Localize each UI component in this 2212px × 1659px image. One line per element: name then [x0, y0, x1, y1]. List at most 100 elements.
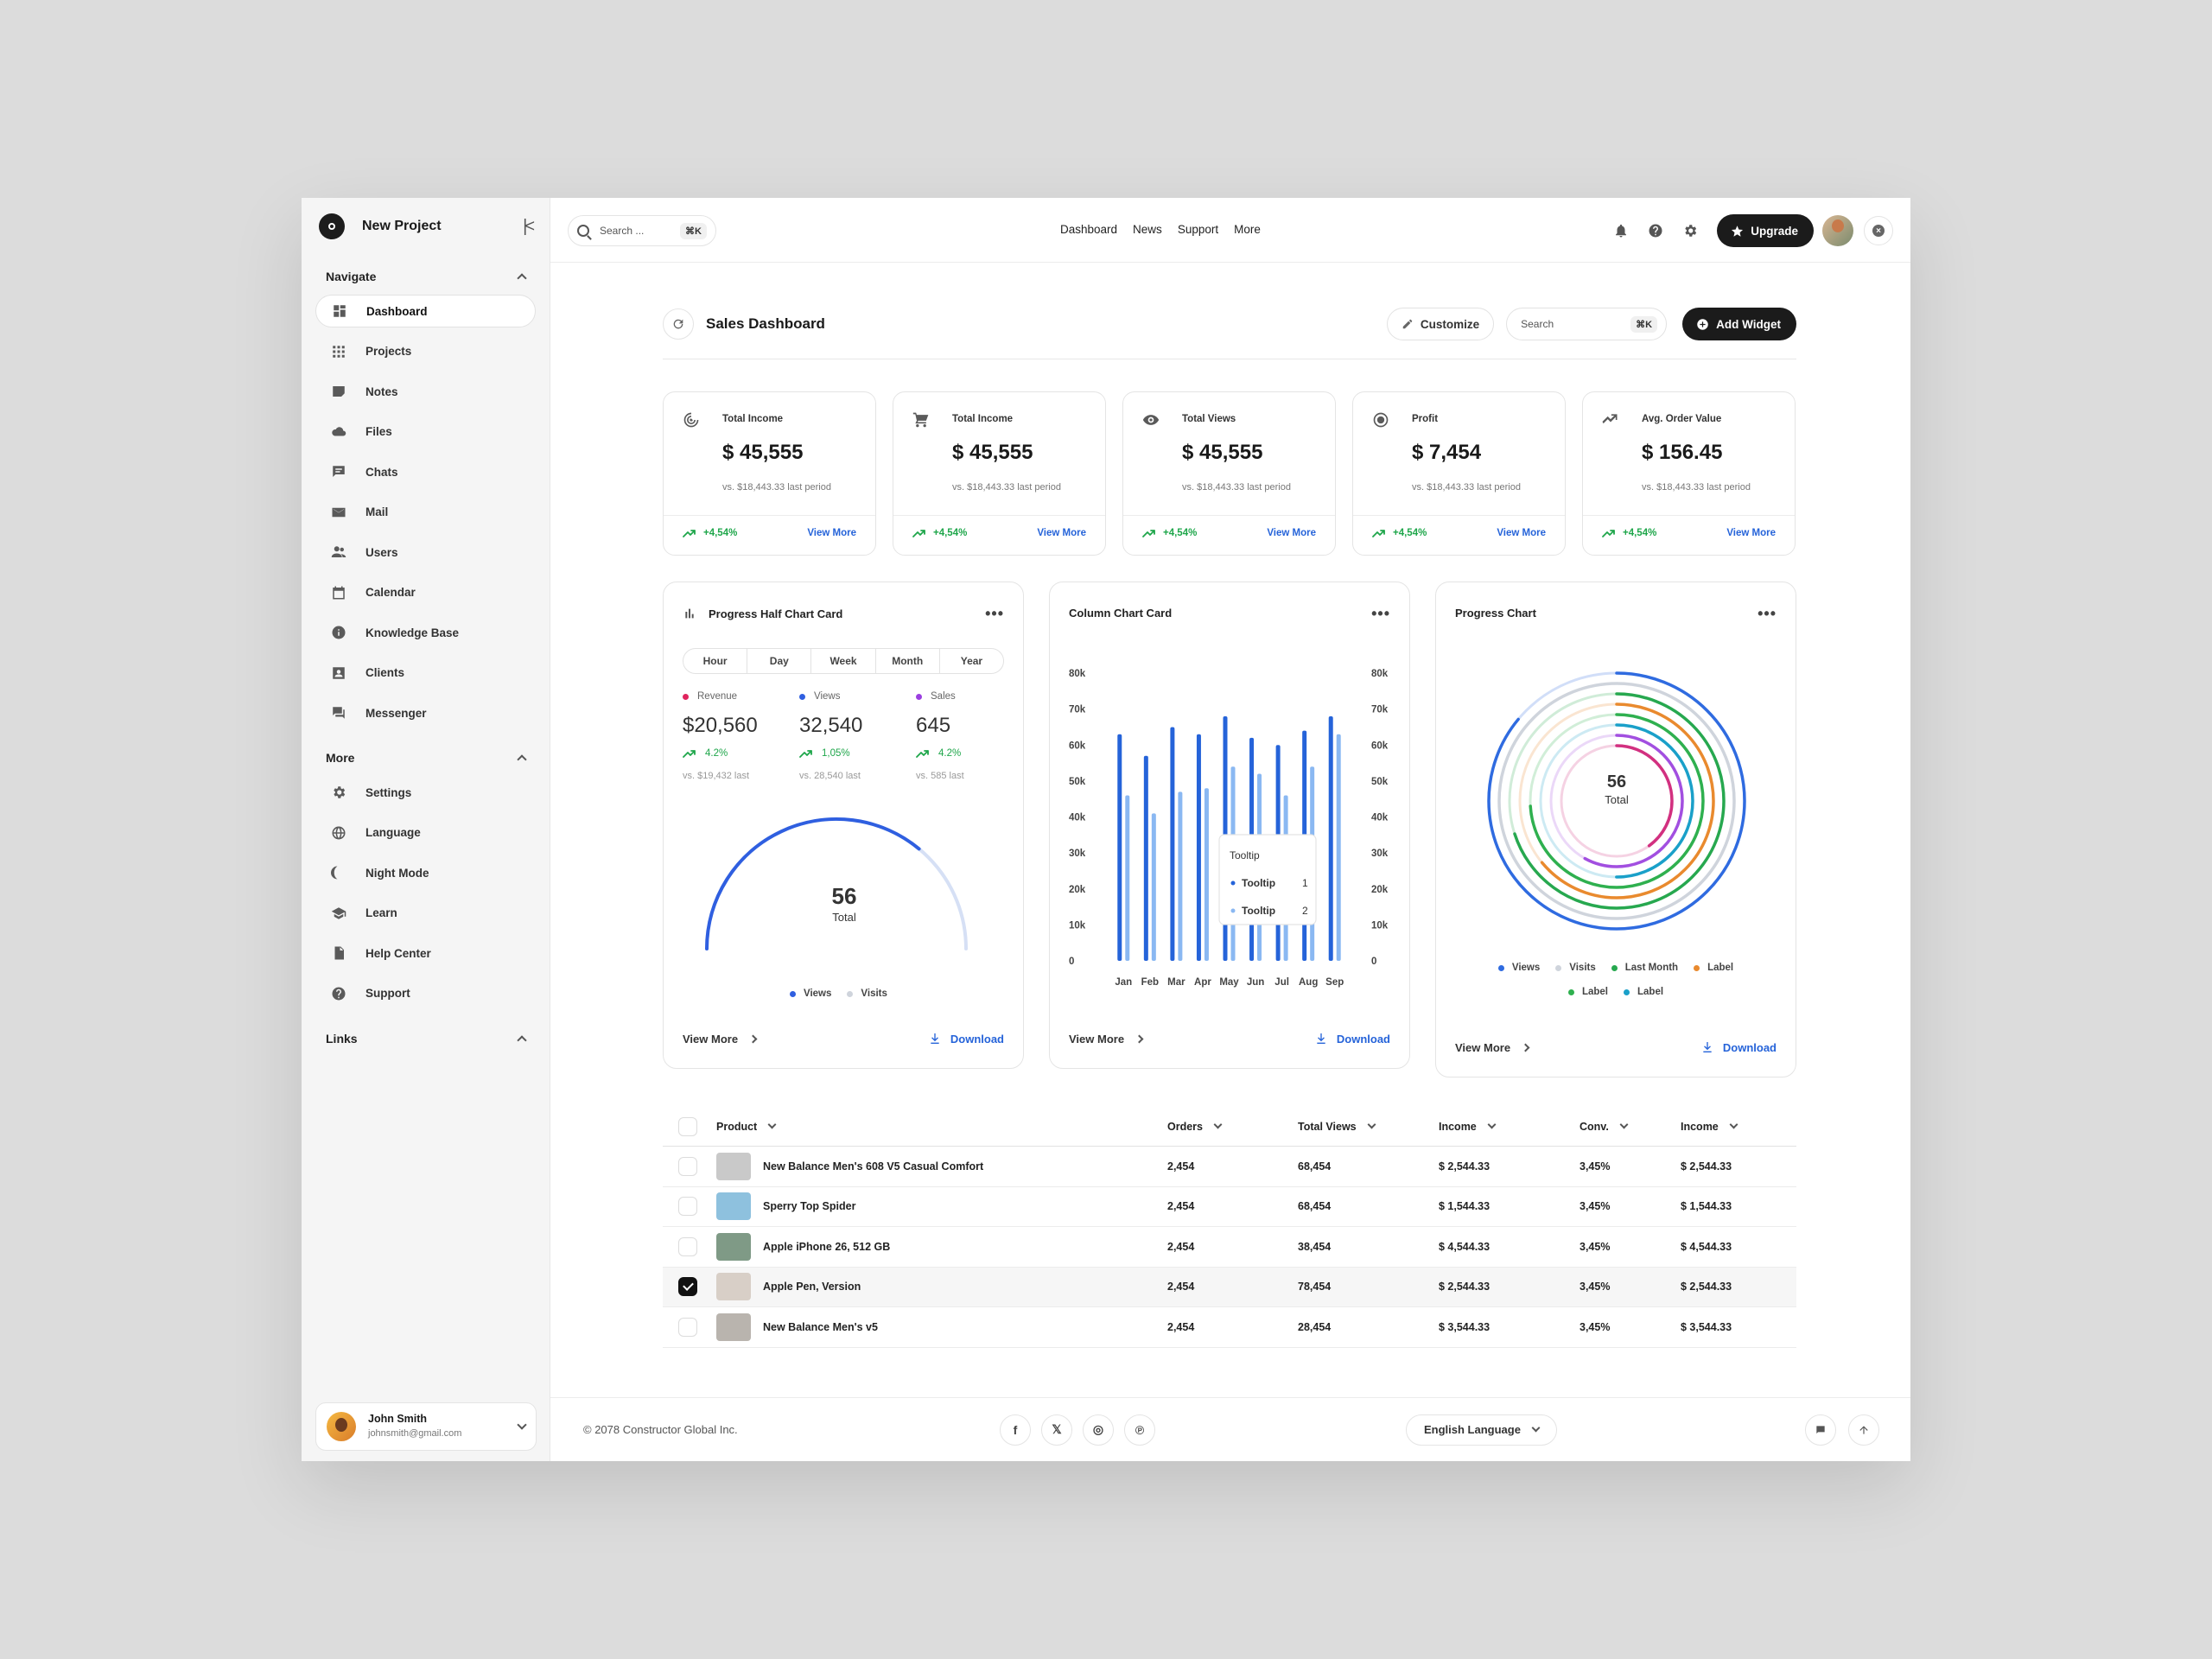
column-header[interactable]: Income [1681, 1121, 1793, 1133]
view-more-link[interactable]: View More [1726, 528, 1776, 538]
top-nav-support[interactable]: Support [1177, 223, 1219, 236]
row-checkbox[interactable] [678, 1156, 697, 1176]
tab-hour[interactable]: Hour [683, 649, 748, 673]
close-button[interactable]: × [1864, 216, 1893, 245]
sidebar-item-calendar[interactable]: Calendar [315, 576, 536, 609]
sidebar-item-language[interactable]: Language [315, 817, 536, 849]
topbar: Search ... ⌘K Dashboard News Support Mor… [550, 198, 1910, 263]
view-more-link[interactable]: View More [683, 1033, 758, 1046]
section-links[interactable]: Links [302, 1026, 550, 1052]
table-row[interactable]: Sperry Top Spider 2,454 68,454 $ 1,544.33 3,… [663, 1187, 1796, 1227]
row-checkbox[interactable] [678, 1317, 697, 1337]
table-row[interactable]: New Balance Men's 608 V5 Casual Comfort 2… [663, 1147, 1796, 1187]
sidebar-item-notes[interactable]: Notes [315, 375, 536, 408]
column-header[interactable]: Total Views [1298, 1121, 1439, 1133]
user-menu[interactable]: John Smith johnsmith@gmail.com [315, 1402, 537, 1451]
view-more-link[interactable]: View More [807, 528, 856, 538]
refresh-button[interactable] [663, 308, 694, 340]
page-search-input[interactable]: Search ⌘K [1506, 308, 1668, 340]
bar[interactable] [1170, 727, 1175, 961]
view-more-link[interactable]: View More [1037, 528, 1086, 538]
sidebar-item-clients[interactable]: Clients [315, 657, 536, 690]
top-nav-dashboard[interactable]: Dashboard [1060, 223, 1118, 236]
bar[interactable] [1178, 791, 1183, 961]
top-nav-news[interactable]: News [1133, 223, 1162, 236]
pinterest-icon[interactable]: ℗ [1124, 1414, 1155, 1446]
add-widget-button[interactable]: Add Widget [1682, 308, 1796, 340]
sidebar-item-projects[interactable]: Projects [315, 335, 536, 368]
download-button[interactable]: Download [1700, 1040, 1777, 1054]
bar[interactable] [1117, 734, 1122, 961]
ring-progress[interactable] [1549, 734, 1684, 868]
gear-icon[interactable] [1682, 223, 1698, 238]
sidebar-item-support[interactable]: Support [315, 977, 536, 1010]
income-cell: $ 1,544.33 [1439, 1200, 1491, 1213]
table-row[interactable]: Apple iPhone 26, 512 GB 2,454 38,454 $ 4,54… [663, 1227, 1796, 1268]
bar[interactable] [1125, 795, 1130, 961]
tab-year[interactable]: Year [960, 655, 983, 667]
ring-progress[interactable] [1560, 744, 1674, 858]
ring-progress[interactable] [1487, 671, 1746, 931]
ring-progress[interactable] [1529, 713, 1705, 889]
ring-progress[interactable] [1508, 692, 1726, 910]
bar[interactable] [1336, 734, 1341, 961]
instagram-icon[interactable]: ◎ [1083, 1414, 1114, 1446]
more-options-icon[interactable]: ••• [985, 605, 1004, 622]
select-all-checkbox[interactable] [678, 1116, 697, 1136]
sidebar-item-knowledge-base[interactable]: Knowledge Base [315, 616, 536, 649]
sidebar-item-messenger[interactable]: Messenger [315, 696, 536, 729]
sidebar-item-mail[interactable]: Mail [315, 496, 536, 529]
view-more-link[interactable]: View More [1267, 528, 1316, 538]
column-header[interactable]: Orders [1167, 1121, 1298, 1133]
more-options-icon[interactable]: ••• [1371, 605, 1390, 622]
view-more-link[interactable]: View More [1069, 1033, 1144, 1046]
sidebar-item-files[interactable]: Files [315, 416, 536, 448]
language-select[interactable]: English Language [1406, 1414, 1557, 1446]
column-header[interactable]: Conv. [1580, 1121, 1681, 1133]
sidebar-item-settings[interactable]: Settings [315, 776, 536, 809]
help-icon[interactable] [1648, 223, 1663, 238]
row-checkbox[interactable] [678, 1277, 697, 1297]
tab-week[interactable]: Week [811, 649, 876, 673]
table-row[interactable]: Apple Pen, Version 2,454 78,454 $ 2,544.33 3… [663, 1267, 1796, 1307]
sidebar-item-chats[interactable]: Chats [315, 455, 536, 488]
sidebar-item-help-center[interactable]: Help Center [315, 937, 536, 969]
bar[interactable] [1328, 715, 1333, 961]
collapse-sidebar-icon[interactable]: |< [523, 216, 535, 236]
table-row[interactable]: New Balance Men's v5 2,454 28,454 $ 3,544.3… [663, 1307, 1796, 1348]
sidebar-item-learn[interactable]: Learn [315, 897, 536, 930]
sidebar-item-night-mode[interactable]: Night Mode [315, 856, 536, 889]
profile-avatar[interactable] [1822, 215, 1853, 246]
view-more-link[interactable]: View More [1455, 1041, 1530, 1054]
sidebar-item-dashboard[interactable]: Dashboard [315, 295, 536, 327]
ring-progress[interactable] [1539, 723, 1694, 879]
upgrade-button[interactable]: Upgrade [1717, 214, 1814, 247]
row-checkbox[interactable] [678, 1236, 697, 1256]
column-header[interactable]: Income [1439, 1121, 1580, 1133]
tab-month[interactable]: Month [876, 649, 940, 673]
sidebar-item-users[interactable]: Users [315, 536, 536, 569]
bar[interactable] [1196, 734, 1201, 961]
bar[interactable] [1204, 788, 1209, 961]
ring-progress[interactable] [1518, 702, 1715, 899]
bell-icon[interactable] [1613, 223, 1629, 238]
facebook-icon[interactable]: f [1000, 1414, 1031, 1446]
top-nav-more[interactable]: More [1234, 223, 1261, 236]
more-options-icon[interactable]: ••• [1758, 605, 1777, 622]
view-more-link[interactable]: View More [1497, 528, 1546, 538]
chat-icon[interactable] [1805, 1414, 1836, 1446]
download-button[interactable]: Download [1314, 1032, 1390, 1046]
arrow-up-icon[interactable] [1848, 1414, 1879, 1446]
row-checkbox[interactable] [678, 1197, 697, 1217]
bar[interactable] [1143, 755, 1148, 961]
x-icon[interactable]: 𝕏 [1041, 1414, 1072, 1446]
search-input[interactable]: Search ... ⌘K [568, 215, 716, 246]
customize-button[interactable]: Customize [1386, 308, 1495, 340]
ring-progress[interactable] [1497, 682, 1736, 920]
bar[interactable] [1151, 813, 1156, 961]
tab-day[interactable]: Day [747, 649, 812, 673]
download-button[interactable]: Download [928, 1032, 1004, 1046]
section-more[interactable]: More [302, 745, 550, 771]
column-header[interactable]: Product [716, 1121, 1167, 1133]
section-navigate[interactable]: Navigate [302, 264, 550, 289]
